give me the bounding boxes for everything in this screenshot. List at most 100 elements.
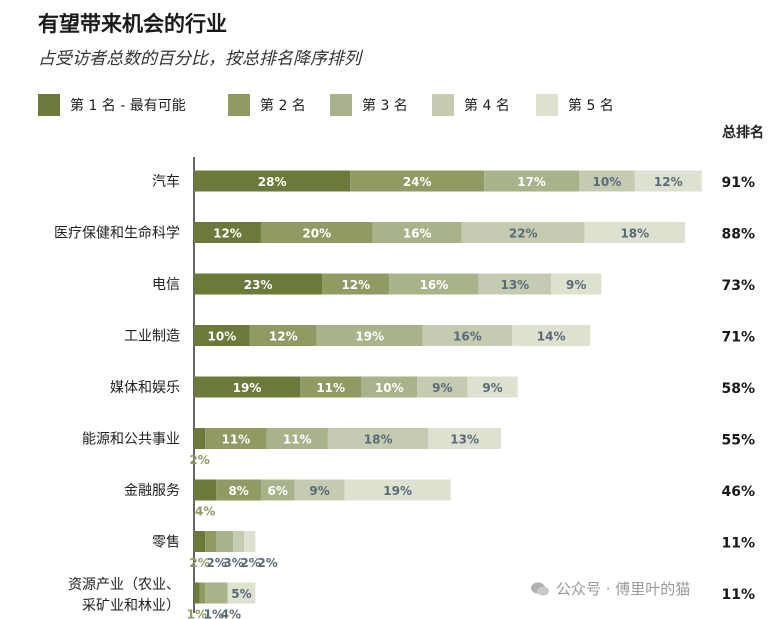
bar-segment [300,376,362,398]
data-label: 12% [654,175,683,189]
chart-title: 有望带来机会的行业 [38,12,227,36]
total-value: 88% [721,227,755,243]
bar-segment [205,582,228,604]
legend-item-rank1: 第 1 名 - 最有可能 [38,94,186,116]
legend-swatch-rank4 [432,94,454,116]
total-value: 11% [721,587,755,603]
data-label: 12% [341,278,370,292]
bar-segment [327,428,429,449]
bar-segment [205,531,217,552]
total-value: 46% [721,484,755,500]
data-label: 19% [233,381,262,395]
wechat-icon [531,582,549,595]
bar-segment [634,170,702,192]
data-label: 12% [269,330,298,344]
bar-segment [194,531,206,552]
data-label: 9% [482,381,502,395]
data-label: 12% [213,227,242,241]
category-label: 电信 [152,277,180,293]
bar-segment [216,531,234,552]
data-label: 11% [283,433,312,447]
bar-segment [417,376,468,398]
bar-segment [579,170,635,192]
data-label: 6% [268,484,288,498]
bar-segment [260,222,373,243]
legend-swatch-rank2 [228,94,250,116]
data-label: 17% [517,175,546,189]
category-label: 工业制造 [124,329,180,345]
watermark-text: 公众号 · 傅里叶的猫 [556,580,691,598]
bar-segment [194,582,200,604]
bar-segment [216,479,261,501]
total-value: 73% [721,278,755,294]
legend-swatch-rank5 [536,94,558,116]
legend-item-rank5: 第 5 名 [536,94,614,116]
data-label: 1% [187,608,207,619]
data-label: 13% [500,278,529,292]
category-label: 汽车 [152,173,180,190]
legend-item-rank2: 第 2 名 [228,94,306,116]
data-label: 9% [566,278,586,292]
bar-segment [194,273,323,295]
data-label: 14% [537,330,566,344]
data-label: 10% [208,330,237,344]
data-label: 10% [593,175,622,189]
data-label: 16% [453,330,482,344]
data-label: 2% [240,556,260,570]
data-label: 16% [420,278,449,292]
bar-segment [205,428,267,449]
bar-segment [344,479,451,501]
data-label: 22% [509,227,538,241]
bar-segment [194,376,301,398]
data-label: 2% [189,556,209,570]
data-label: 2% [189,453,209,467]
data-label: 1% [204,608,224,619]
data-label: 9% [432,381,452,395]
chart-subtitle: 占受访者总数的百分比，按总排名降序排列 [38,49,361,69]
total-value: 55% [721,433,755,449]
bar-segment [428,428,501,449]
bar-segment [260,479,295,501]
data-label: 4% [195,505,215,519]
legend-label-rank2: 第 2 名 [260,98,306,114]
data-label: 18% [620,227,649,241]
category-label: 医疗保健和生命科学 [54,225,180,242]
total-rank-header: 总排名 [722,125,764,141]
bar-segment [584,222,686,243]
data-label: 11% [221,433,250,447]
category-label: 能源和公共事业 [82,432,180,448]
data-label: 8% [228,484,248,498]
legend-item-rank3: 第 3 名 [330,94,408,116]
category-label: 零售 [152,535,180,551]
bar-segment [372,222,462,243]
bar-segment [316,325,423,346]
bar-segment [266,428,328,449]
data-label: 2% [257,556,277,570]
data-label: 3% [223,556,243,570]
bar-segment [194,428,206,449]
bar-segment [194,170,351,192]
bar-segment [194,479,217,501]
bar-segment [551,273,602,295]
legend-swatch-rank3 [330,94,352,116]
bar-segment [512,325,591,346]
bar-segment [227,582,256,604]
data-label: 28% [258,175,287,189]
bar-segment [194,222,261,243]
bar-segment [322,273,390,295]
bar-segment [484,170,580,192]
data-label: 5% [231,587,251,601]
bar-segment [194,325,250,346]
total-value: 11% [721,536,755,552]
bar-segment [422,325,513,346]
total-value: 91% [721,175,755,191]
data-label: 16% [403,227,432,241]
legend-label-rank1: 第 1 名 - 最有可能 [70,98,186,114]
bar-segment [478,273,552,295]
bar-segment [199,582,206,604]
total-value: 58% [721,381,755,397]
bar-segment [389,273,479,295]
data-label: 23% [244,278,273,292]
bar-segment [294,479,345,501]
